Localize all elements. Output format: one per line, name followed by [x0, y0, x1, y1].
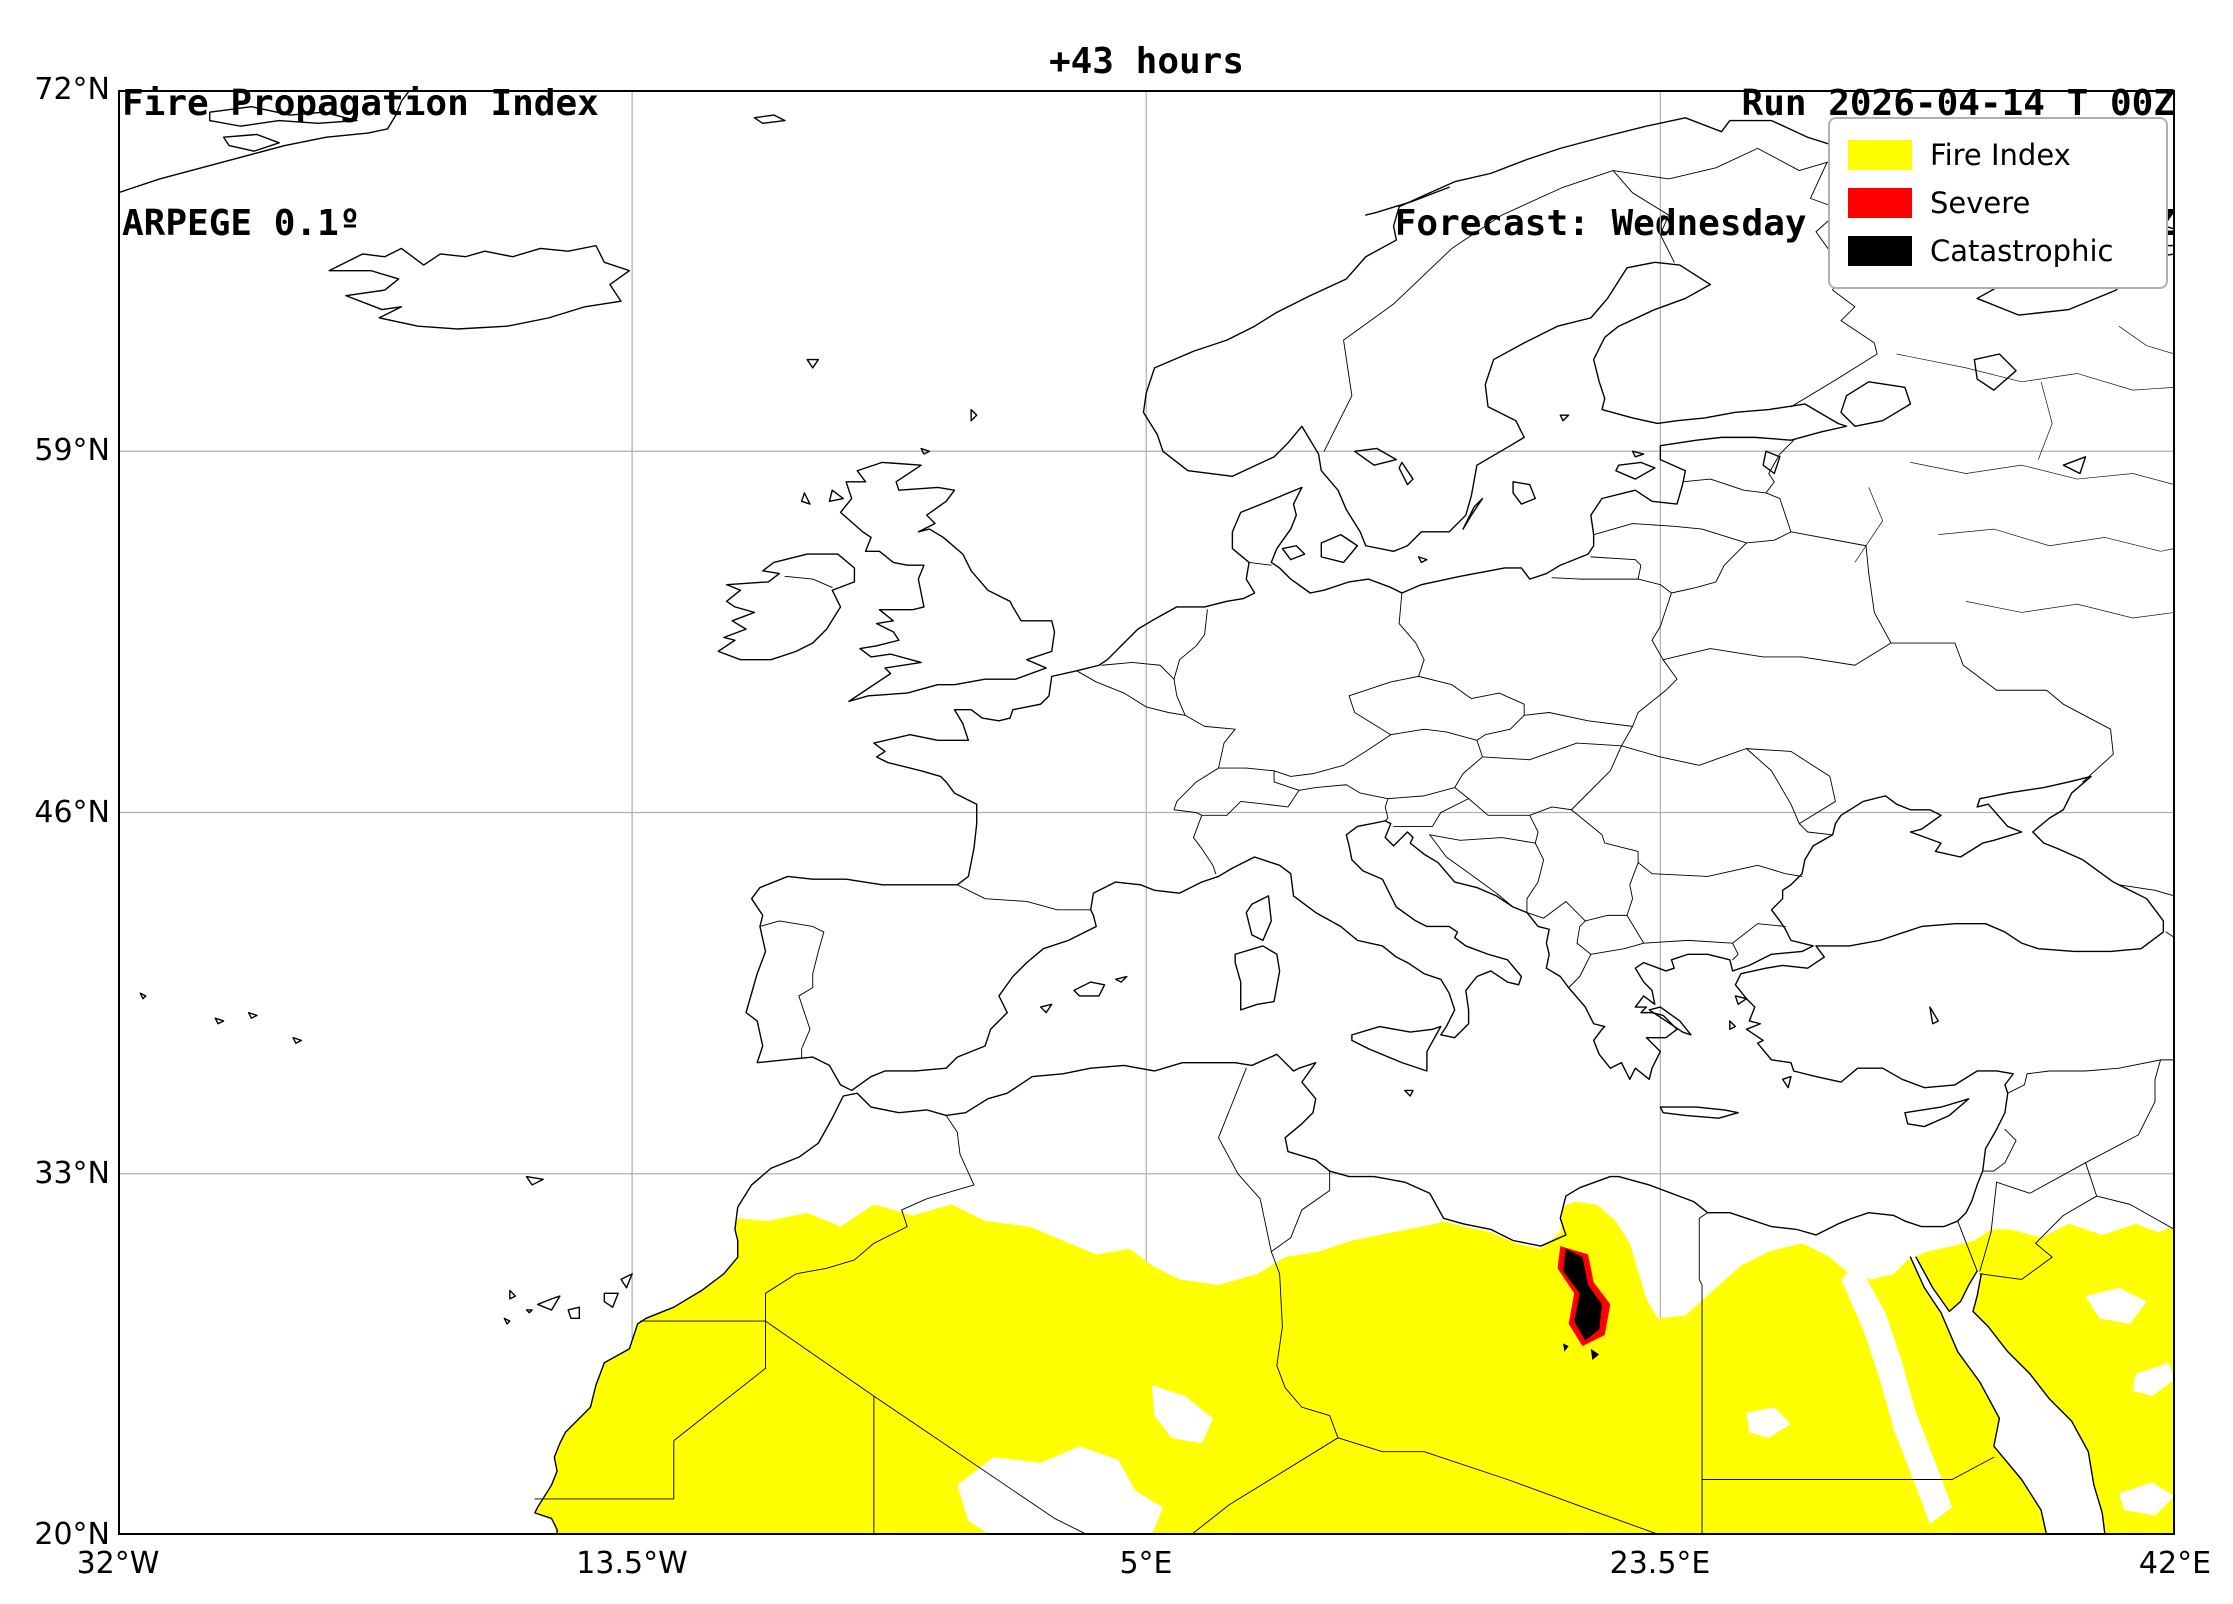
lakes-layer [1353, 353, 2087, 1025]
ytick-59n: 59°N [34, 433, 110, 468]
legend-item-fire-index: Fire Index [1848, 131, 2148, 179]
ytick-46n: 46°N [34, 795, 110, 830]
map-plot-area: Fire Index Severe Catastrophic [118, 90, 2175, 1535]
islands-layer [139, 186, 1970, 1325]
model-label: ARPEGE 0.1º [122, 203, 361, 244]
plot-frame [118, 90, 2175, 1535]
catastrophic-label: Catastrophic [1930, 234, 2114, 268]
coastline-layer [118, 90, 2175, 1535]
ytick-20n: 20°N [34, 1517, 110, 1552]
white-mask-layer [957, 1257, 2175, 1535]
xtick-23-5e: 23.5°E [1609, 1546, 1711, 1581]
xtick-13-5w: 13.5°W [576, 1546, 688, 1581]
borders-layer [534, 147, 2175, 1535]
ytick-33n: 33°N [34, 1156, 110, 1191]
fire-index-layer [534, 1201, 2175, 1535]
legend-item-catastrophic: Catastrophic [1848, 227, 2148, 275]
admin-borders-layer [1854, 325, 2175, 619]
xtick-42e: 42°E [2138, 1546, 2212, 1581]
legend-item-severe: Severe [1848, 179, 2148, 227]
lead-time-label: +43 hours [1048, 41, 1245, 82]
xtick-32w: 32°W [76, 1546, 160, 1581]
fire-index-swatch [1848, 140, 1912, 170]
map-canvas [118, 90, 2175, 1535]
xtick-5e: 5°E [1119, 1546, 1173, 1581]
severe-label: Severe [1930, 186, 2031, 220]
fire-index-label: Fire Index [1930, 138, 2071, 172]
severe-swatch [1848, 188, 1912, 218]
map-legend: Fire Index Severe Catastrophic [1828, 117, 2168, 289]
catastrophic-swatch [1848, 236, 1912, 266]
ytick-72n: 72°N [34, 72, 110, 107]
